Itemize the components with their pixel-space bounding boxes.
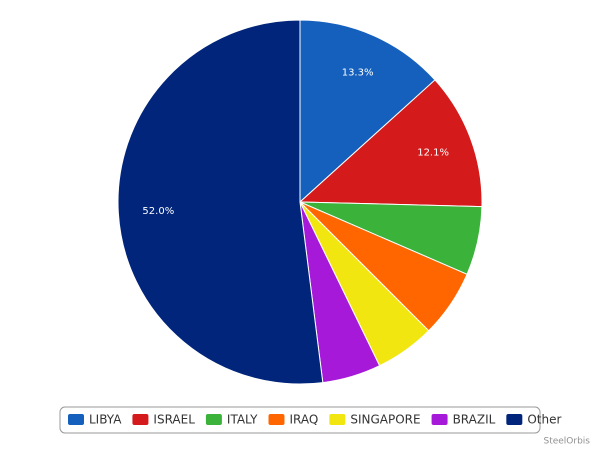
legend-label: IRAQ [289,413,318,427]
legend-label: LIBYA [89,413,122,427]
data-label: 52.0% [142,206,174,217]
legend-swatch [431,414,448,425]
legend-label: SINGAPORE [350,413,420,427]
legend-swatch [132,414,149,425]
legend-swatch [329,414,346,425]
credit: SteelOrbis [543,437,590,447]
legend-label: Other [527,413,561,427]
legend-swatch [268,414,285,425]
legend-swatch [68,414,84,425]
data-label: 12.1% [417,148,449,159]
legend-label: ISRAEL [153,413,195,427]
legend-box [59,406,541,434]
pie-slice [117,19,324,385]
legend-swatch [506,414,523,425]
legend-swatch [205,414,222,425]
pie-slice [299,19,436,204]
data-label: 13.3% [342,67,374,78]
pie-slice [298,79,483,208]
legend-label: BRAZIL [453,413,496,427]
legend-label: ITALY [227,413,258,427]
